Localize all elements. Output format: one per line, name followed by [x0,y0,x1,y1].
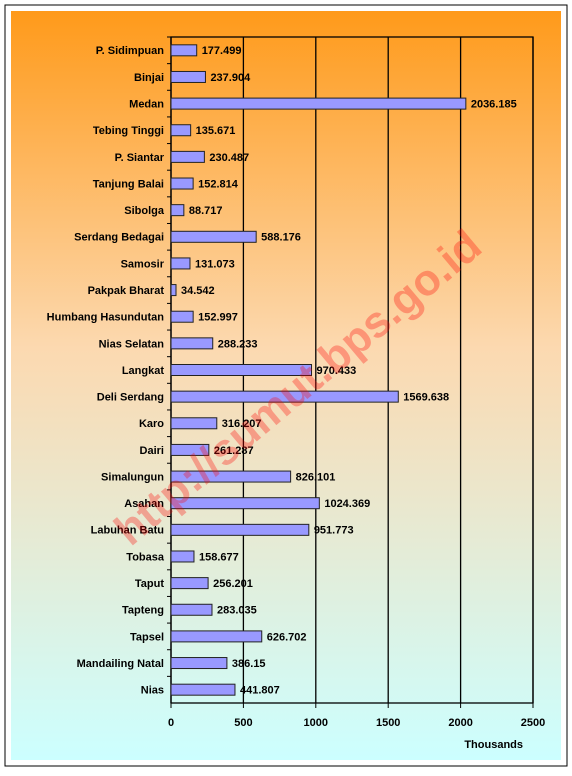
x-tick-label: 1000 [304,717,328,729]
data-label: 2036.185 [471,99,517,111]
data-label: 441.807 [240,685,280,697]
y-tick-label: Tebing Tinggi [93,125,164,137]
bar [170,550,195,563]
data-label: 283.035 [217,605,257,617]
y-tick-label: Karo [139,418,164,430]
data-label: 826.101 [296,471,336,483]
bar [170,97,467,110]
bar [170,470,292,483]
y-tick-label: Tapteng [122,605,164,617]
data-label: 288.233 [218,338,258,350]
x-tick-label: 2000 [448,717,472,729]
data-label: 970.433 [317,365,357,377]
y-tick-label: Tanjung Balai [93,178,164,190]
data-label: 177.499 [202,45,242,57]
y-tick-label: Nias [141,685,164,697]
bar [170,364,313,376]
background [11,11,561,760]
bar [170,523,310,536]
data-label: 1569.638 [403,392,449,404]
bar [170,417,218,430]
y-tick-label: Pakpak Bharat [88,285,165,297]
x-tick-label: 500 [234,717,252,729]
x-tick-label: 0 [168,717,174,729]
y-tick-label: Mandailing Natal [77,658,164,670]
data-label: 135.671 [196,125,236,137]
bar [170,577,209,590]
bar [170,284,177,297]
y-tick-label: Serdang Bedagai [74,232,164,244]
data-label: 131.073 [195,258,235,270]
y-tick-label: Humbang Hasundutan [47,312,165,324]
y-tick-label: Simalungun [101,471,164,483]
data-label: 158.677 [199,551,239,563]
bar [170,683,236,696]
y-tick-label: Dairi [140,445,164,457]
bar [170,257,191,270]
data-label: 316.207 [222,418,262,430]
bar [170,70,206,83]
y-tick-label: Medan [129,99,164,111]
bar [170,177,194,190]
data-label: 1024.369 [324,498,370,510]
y-tick-label: Labuhan Batu [91,525,164,537]
data-label: 951.773 [314,525,354,537]
y-tick-label: Tobasa [126,551,165,563]
y-tick-label: Tapsel [130,631,164,643]
data-label: 34.542 [181,285,215,297]
bar [170,603,213,616]
bar [170,390,399,403]
bar [170,150,205,163]
data-label: 261.287 [214,445,254,457]
bar [170,443,210,456]
x-tick-label: 1500 [376,717,400,729]
bar [170,657,228,670]
data-label: 152.814 [198,178,239,190]
bar [170,44,198,57]
y-tick-label: Sibolga [124,205,165,217]
x-axis-label: Thousands [464,739,523,751]
y-tick-label: Taput [135,578,164,590]
bar [170,124,192,137]
bar [170,204,185,217]
data-label: 230.487 [209,152,249,164]
y-tick-label: Langkat [122,365,165,377]
data-label: 626.702 [267,631,307,643]
x-tick-label: 2500 [521,717,545,729]
data-label: 88.717 [189,205,223,217]
bar [170,337,214,350]
data-label: 152.997 [198,312,238,324]
y-tick-label: Nias Selatan [99,338,165,350]
bar [170,310,194,323]
y-tick-label: Samosir [121,258,165,270]
data-label: 588.176 [261,232,301,244]
bar [170,230,257,243]
y-tick-label: Binjai [134,72,164,84]
y-tick-label: P. Sidimpuan [96,45,165,57]
data-label: 386.15 [232,658,266,670]
bar [170,630,263,643]
y-tick-label: Asahan [124,498,164,510]
y-tick-label: P. Siantar [115,152,165,164]
bar [170,497,320,510]
y-tick-label: Deli Serdang [97,392,164,404]
data-label: 237.904 [210,72,251,84]
data-label: 256.201 [213,578,253,590]
